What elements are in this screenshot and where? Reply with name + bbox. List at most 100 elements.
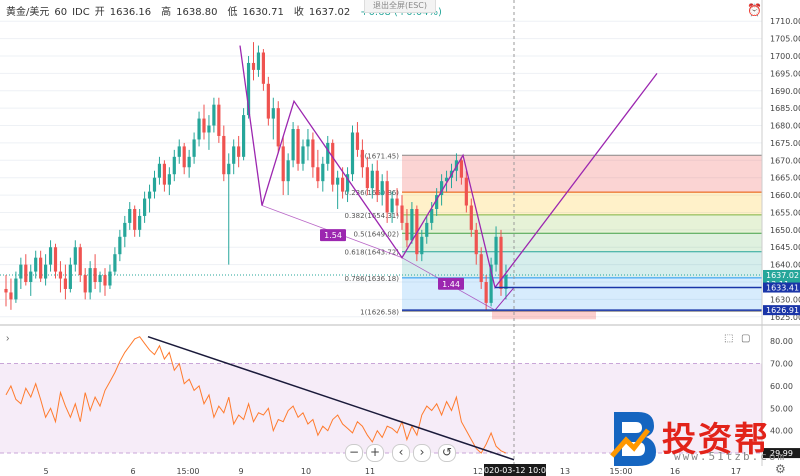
candle-body: [444, 177, 449, 182]
candle-body: [261, 52, 265, 84]
candle-body: [232, 146, 236, 164]
candle-body: [157, 163, 162, 178]
candle-body: [385, 181, 389, 213]
symbol-name[interactable]: 黄金/美元: [6, 7, 50, 18]
candle-body: [167, 174, 171, 185]
candle-body: [123, 222, 127, 237]
candle-body: [68, 264, 72, 289]
time-tick: 5: [43, 467, 48, 476]
candle-body: [143, 198, 147, 216]
settings-icon[interactable]: ⚙: [775, 462, 786, 476]
fib-label: 0.618(1643.72): [345, 249, 400, 257]
candle-body: [331, 142, 335, 185]
candle-body: [271, 108, 275, 119]
candle-body: [286, 160, 290, 182]
scroll-left-button[interactable]: ‹: [392, 444, 410, 462]
brand-url: www.51tzb.com: [674, 450, 787, 463]
candle-body: [39, 257, 43, 279]
candle-body: [256, 52, 261, 70]
candle-body: [301, 146, 305, 164]
time-tick: 17: [731, 467, 741, 476]
price-axis: 1710.00 1705.00 1700.00 1695.00 1690.00 1685.…: [761, 0, 800, 466]
zoom-in-button[interactable]: +: [366, 444, 384, 462]
ratio-badge: [320, 229, 346, 242]
pattern-leg: [494, 287, 515, 311]
candle-body: [48, 247, 53, 265]
candle-body: [9, 292, 13, 300]
candle-body: [405, 222, 409, 241]
brand-text: 投资帮: [662, 420, 770, 460]
price-tick: 1710.00: [770, 17, 800, 26]
rsi-tick: 70.00: [770, 360, 793, 369]
candle-body: [138, 215, 142, 230]
candle-body: [128, 208, 132, 223]
fib-label: 1(1626.58): [360, 308, 399, 316]
candle-body: [182, 146, 186, 168]
candle-body: [440, 181, 444, 196]
candle-body: [464, 177, 468, 206]
chevron-right-icon[interactable]: ›: [6, 333, 10, 344]
rsi-trend-line: [147, 336, 515, 461]
price-tick: 1665.00: [770, 174, 800, 183]
rsi-last-label: 29.99: [770, 449, 793, 458]
candle-body: [108, 271, 112, 286]
fib-zone: [402, 251, 762, 278]
fib-label: 0.5(1649.02): [353, 230, 399, 238]
candle-body: [197, 118, 201, 140]
exchange: IDC: [72, 7, 90, 18]
candle-body: [370, 170, 374, 189]
time-tick: 16: [670, 467, 680, 476]
price-tick: 1680.00: [770, 122, 800, 131]
price-tick: 1645.00: [770, 243, 800, 252]
candle-body: [113, 254, 117, 272]
candle-body: [350, 132, 355, 175]
zoom-out-button[interactable]: −: [345, 444, 363, 462]
exit-fullscreen-button[interactable]: 退出全屏(ESC): [364, 0, 436, 13]
reset-icon[interactable]: ↺: [438, 444, 456, 462]
candle-body: [133, 208, 137, 230]
candle-body: [474, 229, 478, 255]
time-tick: 15:00: [609, 467, 632, 476]
candle-body: [316, 167, 320, 182]
scroll-right-button[interactable]: ›: [413, 444, 431, 462]
candle-body: [103, 275, 107, 286]
price-label-box: [763, 269, 800, 280]
close-value: 收 1637.02: [293, 7, 351, 18]
candle-body: [296, 129, 300, 164]
price-tick: 1625.00: [770, 313, 800, 322]
interval[interactable]: 60: [54, 7, 68, 18]
candle-body: [187, 156, 191, 168]
fib-label: 0(1671.45): [360, 152, 399, 160]
maximize-icon[interactable]: ▢: [741, 333, 751, 344]
price-tick: 1700.00: [770, 52, 800, 61]
price-tick: 1690.00: [770, 87, 800, 96]
candle-body: [266, 83, 270, 119]
candle-body: [276, 108, 280, 147]
candle-body: [242, 115, 246, 157]
candle-body: [336, 177, 340, 185]
candle-body: [504, 275, 508, 289]
expand-icon[interactable]: ⬚: [724, 333, 734, 344]
candle-body: [425, 222, 429, 237]
candle-body: [192, 139, 196, 157]
candle-body: [459, 160, 463, 178]
price-tick: 1670.00: [770, 156, 800, 165]
price-tick: 1655.00: [770, 208, 800, 217]
rsi-tick: 40.00: [770, 427, 793, 436]
candle-body: [355, 132, 360, 150]
rsi-tick: 80.00: [770, 337, 793, 346]
high-value: 高 1638.80: [161, 7, 218, 18]
candle-body: [78, 247, 82, 276]
candle-body: [489, 264, 493, 303]
cursor-time-label: 2020-03-12 10:00: [479, 466, 551, 475]
candle-body: [29, 271, 33, 283]
candle-body: [93, 268, 97, 283]
candle-body: [291, 129, 295, 161]
candle-body: [217, 104, 221, 136]
price-label: 1637.02: [766, 271, 799, 280]
price-tick: 1650.00: [770, 226, 800, 235]
candle-body: [410, 208, 414, 241]
candle-body: [147, 191, 152, 199]
bell-icon[interactable]: ⏰: [747, 3, 762, 17]
open-value: 开 1636.16: [94, 7, 152, 18]
